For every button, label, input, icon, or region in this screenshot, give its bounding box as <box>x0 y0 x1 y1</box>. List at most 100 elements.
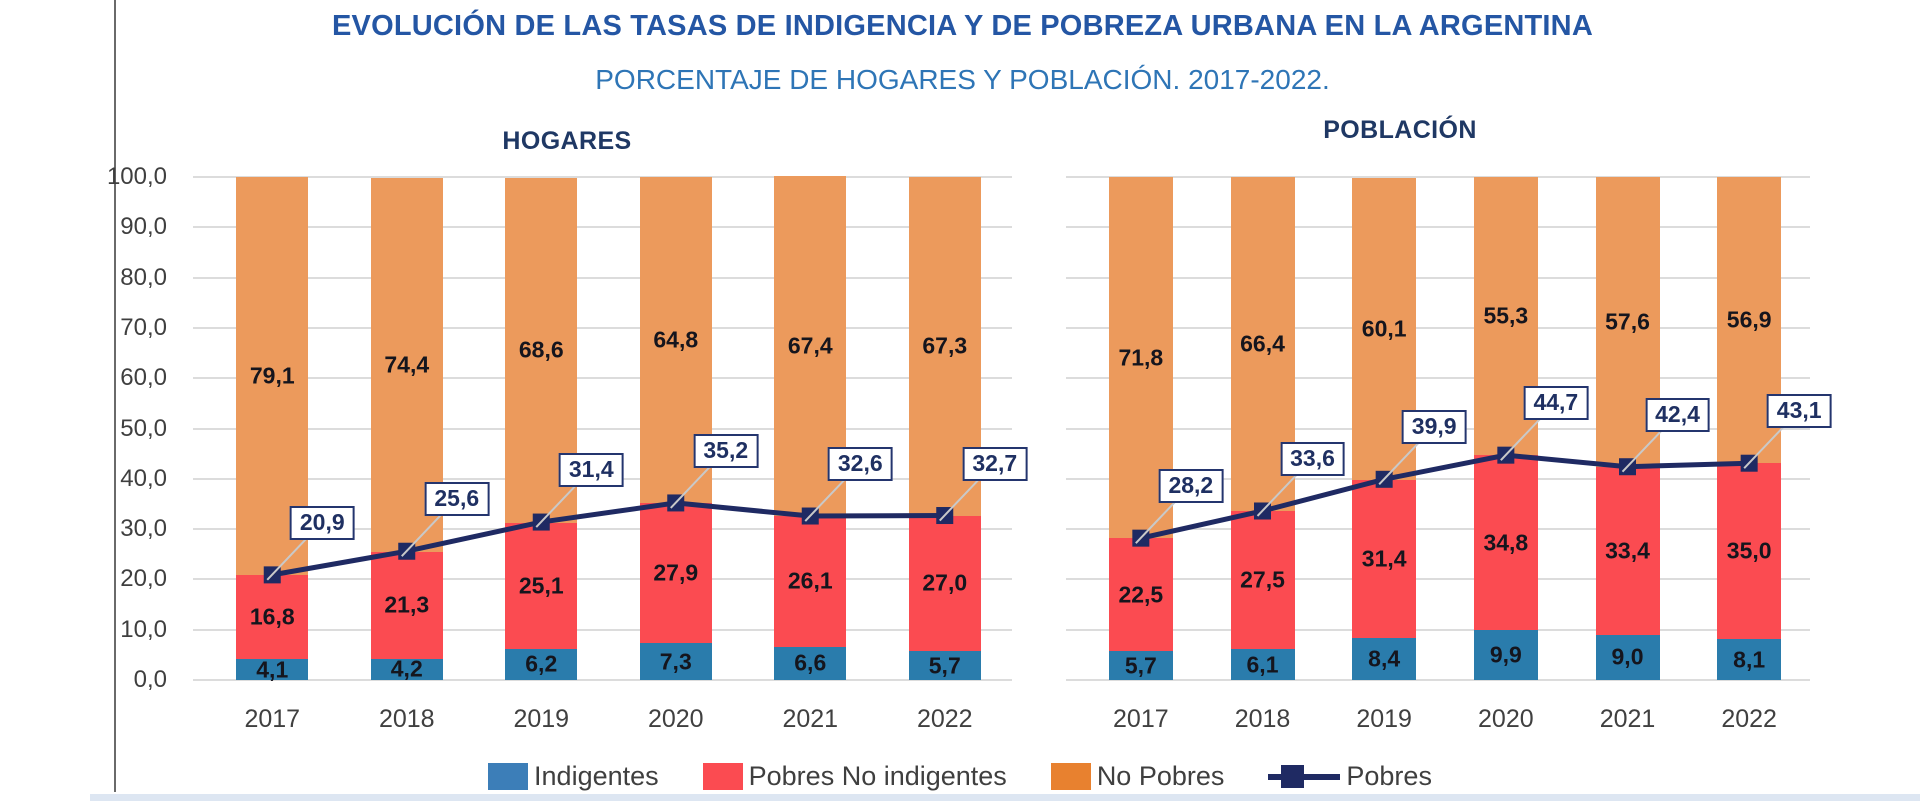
chart-title-poblacion: POBLACIÓN <box>1323 116 1477 144</box>
bar-segment-label: 68,6 <box>518 336 564 363</box>
x-axis-tick-label: 2020 <box>647 705 704 733</box>
line-marker <box>1254 502 1271 520</box>
bar-segment-label: 74,4 <box>384 351 430 378</box>
legend: Indigentes Pobres No indigentes No Pobres P… <box>0 757 1920 795</box>
bar-segment <box>1473 177 1538 456</box>
main-title: EVOLUCIÓN DE LAS TASAS DE INDIGENCIA Y D… <box>332 10 1593 42</box>
x-axis-tick-label: 2020 <box>1478 705 1534 733</box>
line-marker <box>936 507 954 525</box>
bar-segment <box>774 515 847 647</box>
gridline <box>1066 226 1810 229</box>
gridline <box>193 477 1012 480</box>
bar-segment-label: 9,0 <box>1611 643 1644 670</box>
gridline <box>193 679 1012 681</box>
line-value-box: 28,2 <box>1158 469 1224 504</box>
bar-segment-label: 5,7 <box>1124 652 1157 679</box>
subtitle: PORCENTAJE DE HOGARES Y POBLACIÓN. 2017-… <box>595 64 1330 95</box>
legend-item: No Pobres <box>1050 760 1225 792</box>
y-axis-tick-label: 10,0 <box>120 615 167 643</box>
line-value-box: 32,6 <box>827 447 893 482</box>
label-leader-line <box>535 485 576 528</box>
label-leader-line <box>1621 430 1663 473</box>
bar-segment <box>505 177 578 523</box>
x-axis-tick-label: 2017 <box>244 705 301 733</box>
gridline <box>193 276 1012 279</box>
line-marker <box>398 542 416 560</box>
bar-segment <box>908 177 981 516</box>
bar-segment <box>1595 177 1660 467</box>
line-value-box: 20,9 <box>289 505 355 540</box>
gridline <box>1066 679 1810 681</box>
legend-item: Indigentes <box>488 761 659 792</box>
gridline <box>193 578 1012 581</box>
legend-item: Pobres <box>1268 761 1432 792</box>
bar-segment-label: 21,3 <box>384 591 430 618</box>
bar-segment-label: 56,9 <box>1726 306 1772 333</box>
bar-segment-label: 7,3 <box>659 648 692 675</box>
gridline <box>193 628 1012 631</box>
bar-segment <box>370 177 443 552</box>
label-leader-line <box>804 479 845 522</box>
bar-segment-label: 55,3 <box>1483 302 1529 329</box>
y-axis-tick-label: 60,0 <box>120 364 167 392</box>
x-axis-tick-label: 2019 <box>513 705 570 733</box>
bar-segment-label: 57,6 <box>1605 308 1650 335</box>
line-value-box: 33,6 <box>1280 441 1345 476</box>
bar-segment <box>1473 630 1538 680</box>
y-axis-tick-label: 80,0 <box>120 263 167 291</box>
bar-segment-label: 60,1 <box>1361 315 1407 342</box>
bottom-strip <box>90 794 1920 801</box>
x-axis-tick-label: 2021 <box>1599 705 1656 733</box>
bar-segment <box>639 177 712 503</box>
bar-segment-label: 27,0 <box>922 569 968 596</box>
bar-segment-label: 34,8 <box>1483 529 1529 556</box>
bar-segment <box>1352 479 1417 638</box>
line-marker <box>667 494 685 512</box>
bar-segment <box>505 648 578 680</box>
gridline <box>1066 628 1810 631</box>
bar-segment <box>1352 177 1417 480</box>
bar-segment <box>1108 177 1173 539</box>
bar-segment-label: 67,4 <box>787 332 833 359</box>
line-marker <box>1497 446 1515 464</box>
bar-segment <box>774 176 847 516</box>
pobres-line <box>1140 452 1750 541</box>
gridline <box>1066 377 1810 380</box>
line-marker <box>801 507 819 525</box>
x-axis-tick-label: 2022 <box>1721 705 1777 733</box>
bar-segment-label: 35,0 <box>1726 537 1772 564</box>
gridline <box>193 528 1012 531</box>
legend-label: No Pobres <box>1096 760 1225 791</box>
gridline <box>1066 427 1810 430</box>
bar-segment <box>1230 177 1295 511</box>
x-axis-tick-label: 2017 <box>1113 705 1169 733</box>
line-marker <box>1375 470 1393 488</box>
bar-segment <box>370 658 443 680</box>
bar-segment <box>1108 538 1173 652</box>
bar-segment-label: 33,4 <box>1605 537 1650 564</box>
line-value-box: 32,7 <box>962 446 1028 481</box>
chart-title-hogares: HOGARES <box>502 127 632 155</box>
gridline <box>1066 578 1810 581</box>
gridline <box>1066 326 1810 329</box>
gridline <box>193 226 1012 229</box>
line-value-box: 44,7 <box>1523 386 1589 421</box>
bar-segment-label: 27,9 <box>653 559 699 586</box>
legend-item: Pobres No indigentes <box>702 761 1007 792</box>
bar-segment-label: 6,2 <box>525 650 558 677</box>
bar-segment-label: 64,8 <box>653 326 699 353</box>
label-leader-line <box>939 478 980 522</box>
bar-segment <box>1473 455 1538 631</box>
label-leader-line <box>1743 426 1784 469</box>
bar-segment-label: 5,7 <box>928 652 961 679</box>
line-value-box: 42,4 <box>1645 397 1710 432</box>
legend-line-marker-icon <box>1268 763 1341 790</box>
gridline <box>1066 477 1810 480</box>
line-marker <box>263 566 281 584</box>
label-leader-line <box>1256 474 1298 517</box>
y-axis-tick-label: 50,0 <box>120 414 167 442</box>
gridline <box>193 176 1012 178</box>
